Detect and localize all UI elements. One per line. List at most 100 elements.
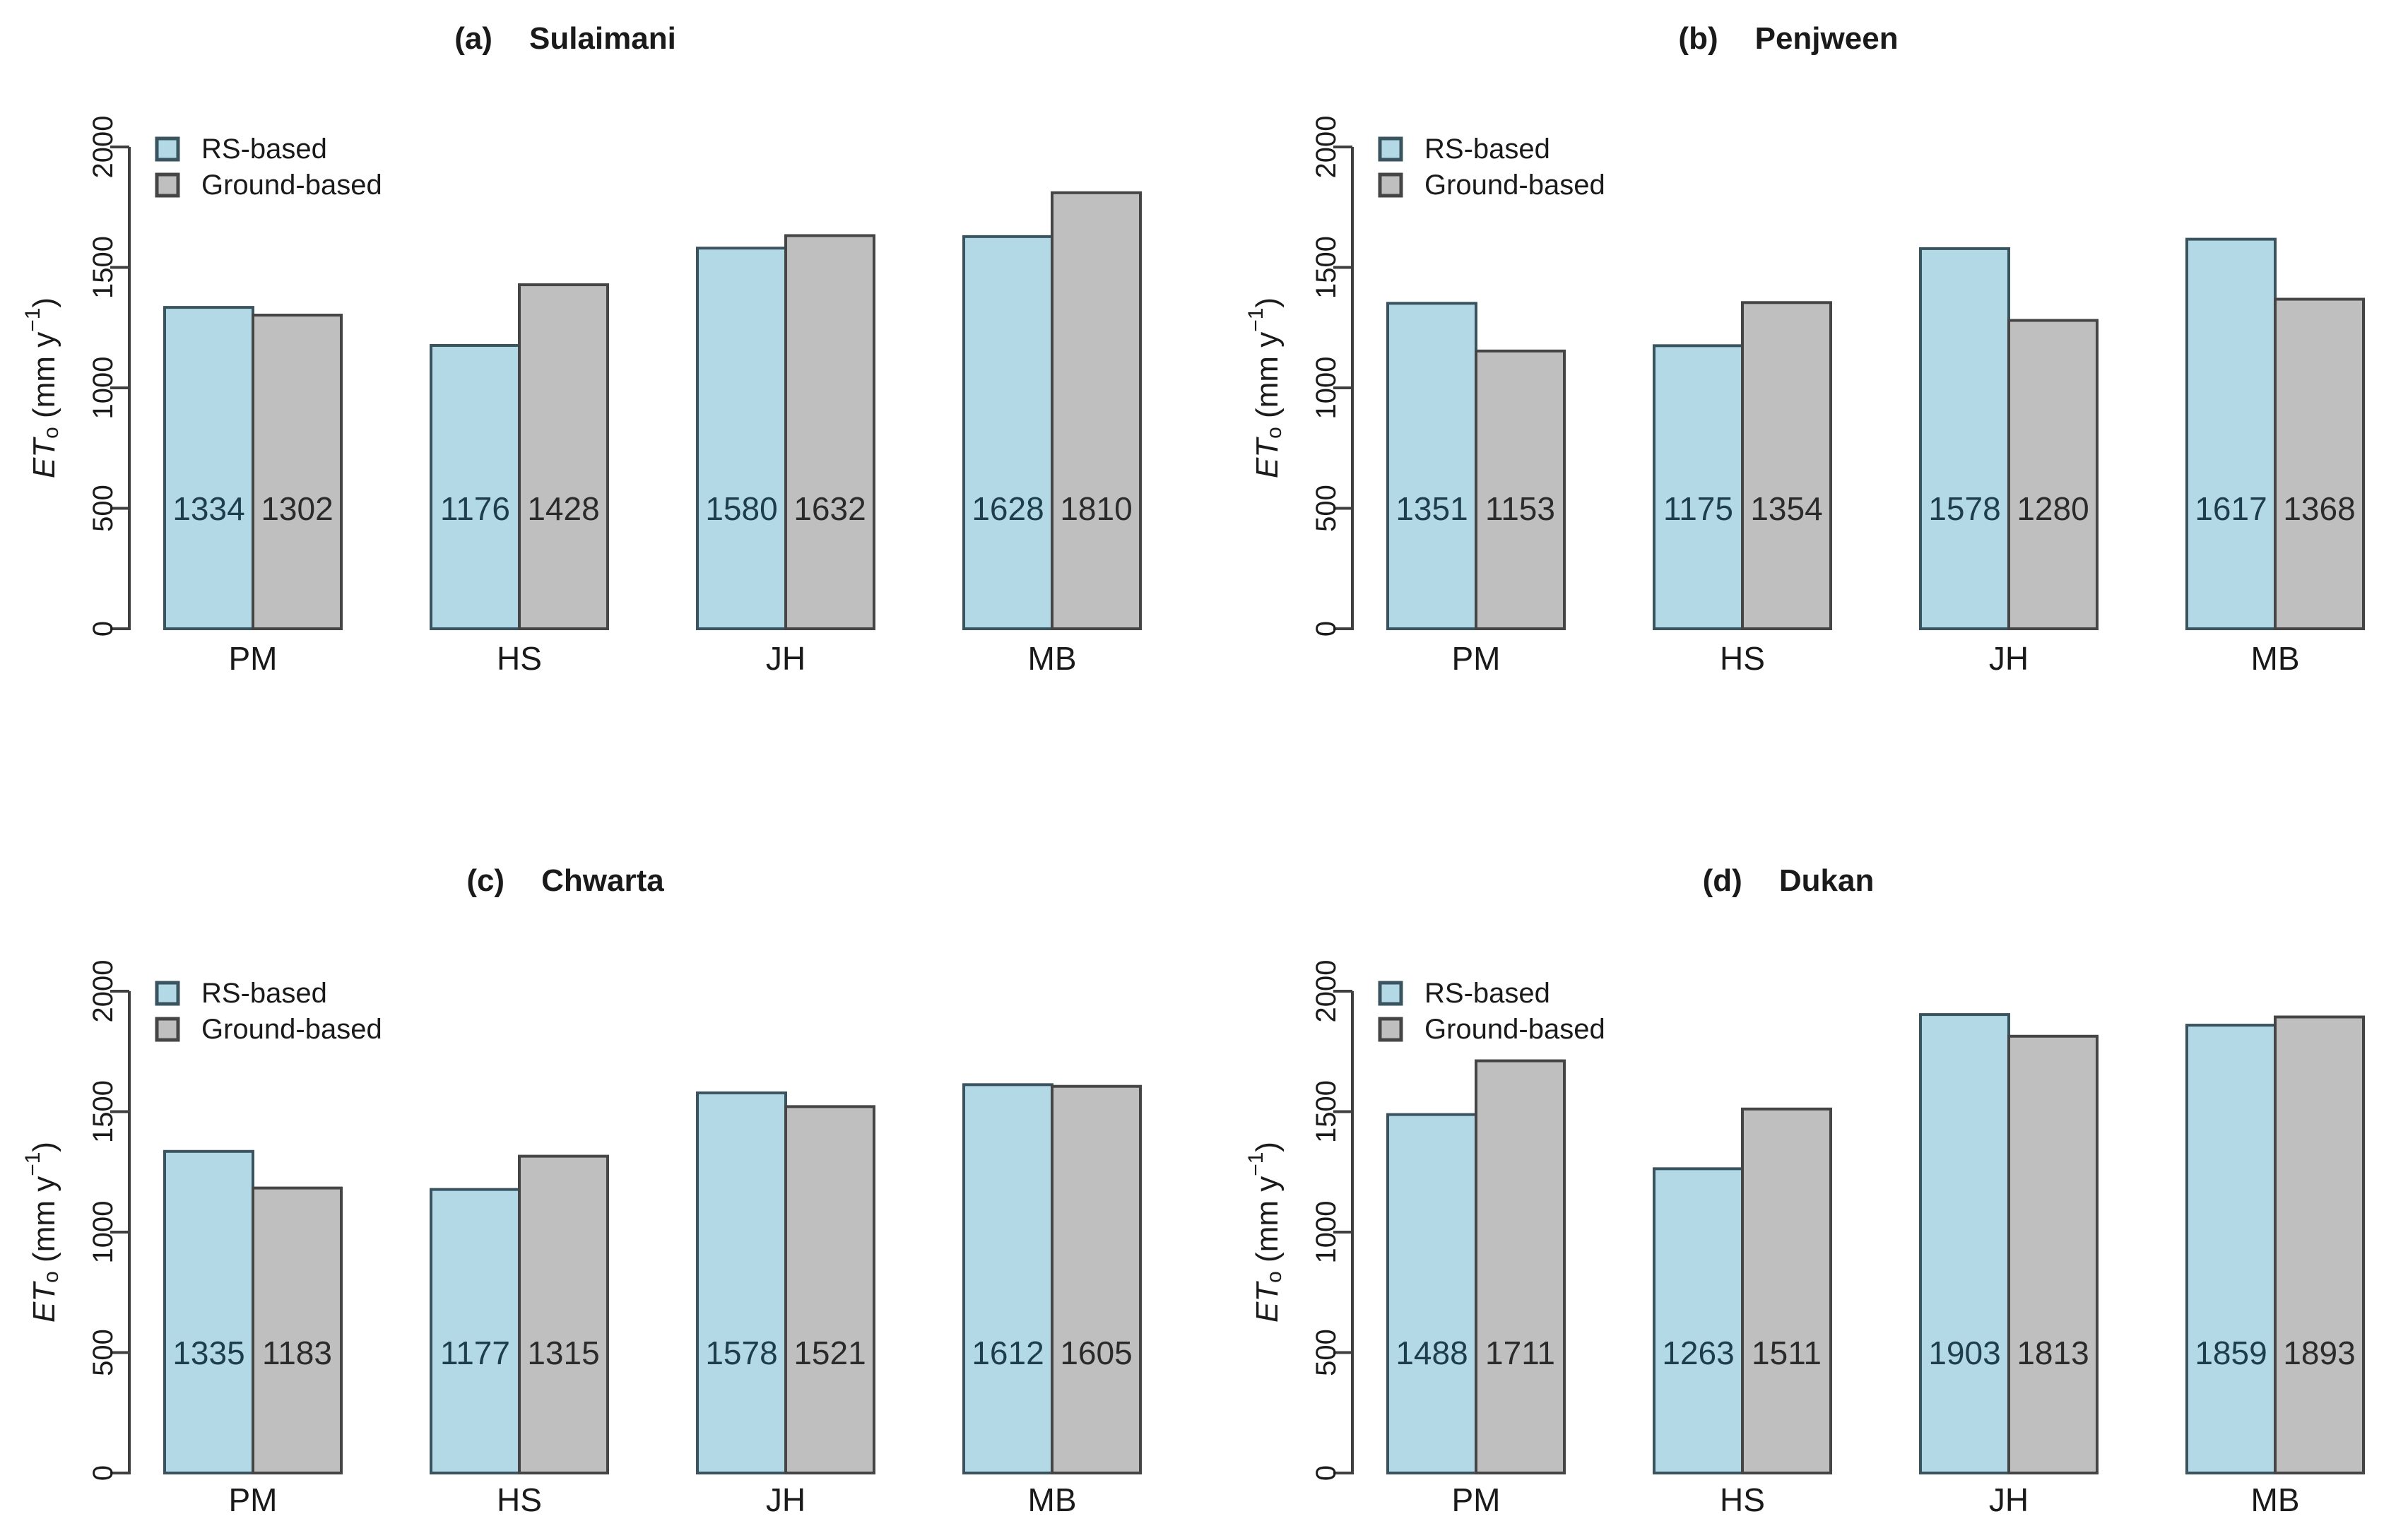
y-axis-label: ETo (mm y−1)	[21, 1142, 63, 1323]
bar-ground-pm	[252, 1186, 343, 1474]
y-tick-label: 0	[88, 1465, 119, 1481]
y-tick-label: 1500	[88, 236, 119, 299]
legend-label-rs: RS-based	[1424, 134, 1550, 165]
panel-d: (d) Dukan 0 500 1000 1500 2000 ETo (mm y−1) 14…	[1223, 763, 2408, 1526]
bar-rs-pm	[1386, 1113, 1477, 1474]
y-tick-label: 500	[1311, 485, 1342, 532]
bar-ground-hs	[1741, 301, 1832, 630]
bar-value-label: 1175	[1663, 490, 1733, 527]
panel-a-name: Sulaimani	[529, 21, 676, 56]
x-category-label: JH	[766, 1481, 805, 1518]
legend-swatch-ground	[155, 1017, 180, 1042]
bar-value-label: 1859	[2195, 1335, 2267, 1371]
y-tick-label: 1500	[1311, 1080, 1342, 1143]
y-tick-label: 2000	[1311, 960, 1342, 1023]
bar-value-label: 1810	[1060, 490, 1132, 527]
panel-c-title: (c) Chwarta	[0, 865, 1131, 897]
panel-b-name: Penjween	[1754, 21, 1899, 56]
x-category-label: HS	[1720, 640, 1765, 677]
bar-value-label: 1903	[1928, 1335, 2000, 1371]
x-category-label: PM	[1452, 640, 1501, 677]
x-category-label: JH	[1989, 1481, 2029, 1518]
panel-b-letter: (b)	[1678, 21, 1718, 56]
bar-value-label: 1302	[261, 490, 333, 527]
legend-swatch-ground	[1378, 1017, 1403, 1042]
y-tick-label: 1500	[88, 1080, 119, 1143]
bar-value-label: 1521	[793, 1335, 866, 1371]
x-category-label: HS	[497, 1481, 542, 1518]
bar-value-label: 1511	[1752, 1335, 1822, 1371]
bar-value-label: 1628	[972, 490, 1044, 527]
panel-c-letter: (c)	[466, 863, 505, 898]
panel-d-letter: (d)	[1702, 863, 1742, 898]
y-tick-label: 0	[1311, 1465, 1342, 1481]
bar-rs-jh	[696, 247, 787, 631]
panel-d-name: Dukan	[1778, 863, 1875, 898]
bar-value-label: 1183	[262, 1335, 332, 1371]
bar-rs-hs	[1653, 344, 1744, 630]
legend-swatch-ground	[155, 172, 180, 198]
bar-value-label: 1813	[2017, 1335, 2089, 1371]
bar-value-label: 1263	[1662, 1335, 1734, 1371]
y-tick-label: 2000	[88, 116, 119, 179]
bar-ground-hs	[1741, 1107, 1832, 1474]
x-category-label: JH	[766, 640, 805, 677]
bar-value-label: 1176	[440, 490, 510, 527]
bar-value-label: 1632	[793, 490, 866, 527]
x-category-label: PM	[1452, 1481, 1501, 1518]
legend-swatch-rs	[1378, 136, 1403, 162]
bar-value-label: 1578	[705, 1335, 777, 1371]
x-category-label: MB	[2251, 1481, 2300, 1518]
bar-value-label: 1351	[1395, 490, 1468, 527]
panel-b-chart: 0 500 1000 1500 2000 ETo (mm y−1) 1351 1153 PM 11…	[1244, 116, 2365, 677]
bar-value-label: 1711	[1485, 1335, 1555, 1371]
x-category-label: MB	[1028, 640, 1077, 677]
bar-value-label: 1315	[527, 1335, 599, 1371]
bar-value-label: 1177	[440, 1335, 510, 1371]
bar-rs-hs	[1653, 1167, 1744, 1475]
y-tick-label: 2000	[88, 960, 119, 1023]
y-tick-label: 1000	[1311, 357, 1342, 420]
bar-rs-mb	[962, 235, 1054, 630]
panel-b: (b) Penjween 0 500 1000 1500 2000 ETo (mm y−1…	[1223, 0, 2408, 763]
y-tick-label: 500	[88, 485, 119, 532]
bar-ground-mb	[2274, 1015, 2365, 1474]
bar-ground-pm	[252, 314, 343, 630]
y-tick-label: 1000	[88, 357, 119, 420]
panel-d-chart: 0 500 1000 1500 2000 ETo (mm y−1) 1488 1711 PM 12…	[1244, 960, 2365, 1518]
bar-ground-jh	[784, 1105, 875, 1474]
bar-ground-jh	[784, 234, 875, 631]
bar-ground-pm	[1475, 1059, 1566, 1474]
bar-value-label: 1334	[172, 490, 244, 527]
bar-rs-mb	[962, 1083, 1054, 1475]
bar-value-label: 1617	[2195, 490, 2267, 527]
bar-value-label: 1354	[1750, 490, 1822, 527]
y-tick-label: 2000	[1311, 116, 1342, 179]
bar-ground-hs	[518, 283, 609, 630]
bar-rs-mb	[2185, 237, 2277, 630]
legend-label-ground: Ground-based	[201, 170, 382, 201]
bar-value-label: 1280	[2017, 490, 2089, 527]
y-axis-label: ETo (mm y−1)	[21, 297, 63, 478]
y-axis-label: ETo (mm y−1)	[1244, 297, 1286, 478]
bar-rs-pm	[1386, 302, 1477, 630]
bar-rs-jh	[696, 1091, 787, 1475]
bar-ground-mb	[1051, 1084, 1142, 1474]
bar-rs-hs	[430, 1188, 521, 1474]
bar-value-label: 1488	[1395, 1335, 1468, 1371]
bar-ground-hs	[518, 1154, 609, 1475]
legend-label-ground: Ground-based	[1424, 1014, 1605, 1045]
legend-swatch-rs	[155, 136, 180, 162]
panel-c-name: Chwarta	[541, 863, 664, 898]
bar-rs-hs	[430, 343, 521, 630]
y-tick-label: 1500	[1311, 236, 1342, 299]
bar-value-label: 1428	[527, 490, 599, 527]
x-category-label: HS	[497, 640, 542, 677]
bar-value-label: 1335	[172, 1335, 244, 1371]
x-category-label: PM	[229, 640, 278, 677]
bar-value-label: 1893	[2283, 1335, 2355, 1371]
bar-ground-mb	[2274, 297, 2365, 630]
panel-c-chart: 0 500 1000 1500 2000 ETo (mm y−1) 1335 1183 PM 11…	[21, 960, 1142, 1518]
bar-ground-pm	[1475, 349, 1566, 630]
bar-value-label: 1153	[1485, 490, 1555, 527]
